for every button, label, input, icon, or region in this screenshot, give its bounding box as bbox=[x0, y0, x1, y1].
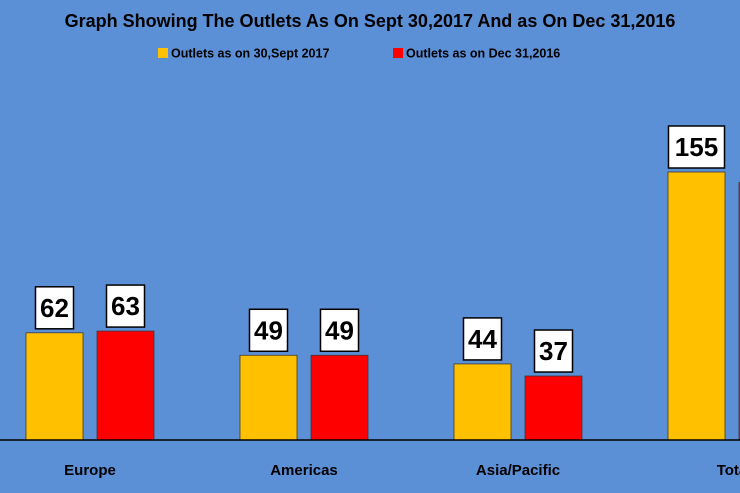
bar-europe-series-2 bbox=[96, 330, 155, 441]
data-label-box bbox=[34, 286, 75, 330]
data-label-box bbox=[462, 317, 503, 361]
bar-europe-series-1 bbox=[25, 332, 84, 441]
category-label-americas: Americas bbox=[270, 462, 338, 479]
legend: Outlets as on 30,Sept 2017 Outlets as on… bbox=[158, 47, 560, 61]
data-label: 49 bbox=[254, 315, 283, 345]
legend-label-series-1: Outlets as on 30,Sept 2017 bbox=[171, 47, 329, 61]
data-labels: 62 63 49 49 44 37 155 bbox=[34, 125, 726, 373]
data-label: 63 bbox=[111, 291, 140, 321]
data-label: 44 bbox=[468, 324, 497, 354]
bar-americas-series-2 bbox=[310, 354, 369, 441]
data-label-box bbox=[319, 308, 360, 353]
category-label-tota: Tota bbox=[717, 462, 740, 479]
legend-swatch-series-2 bbox=[393, 48, 403, 58]
data-label-box bbox=[533, 329, 574, 373]
data-label-box bbox=[248, 308, 289, 353]
bar-asia-pacific-series-1 bbox=[453, 363, 512, 441]
legend-swatch-series-1 bbox=[158, 48, 168, 58]
data-label: 49 bbox=[325, 315, 354, 345]
data-label: 155 bbox=[675, 132, 718, 162]
data-label-box bbox=[105, 284, 146, 328]
category-label-europe: Europe bbox=[64, 462, 116, 479]
bars bbox=[25, 171, 740, 441]
category-label-asia-pacific: Asia/Pacific bbox=[476, 462, 560, 479]
bar-tota-series-1 bbox=[667, 171, 726, 441]
data-label: 62 bbox=[40, 293, 69, 323]
bar-asia-pacific-series-2 bbox=[524, 375, 583, 441]
chart-title: Graph Showing The Outlets As On Sept 30,… bbox=[65, 11, 676, 31]
category-labels: Europe Americas Asia/Pacific Tota bbox=[64, 462, 740, 479]
bar-americas-series-1 bbox=[239, 354, 298, 441]
legend-label-series-2: Outlets as on Dec 31,2016 bbox=[406, 47, 560, 61]
data-label: 37 bbox=[539, 336, 568, 366]
data-label-box bbox=[667, 125, 726, 169]
